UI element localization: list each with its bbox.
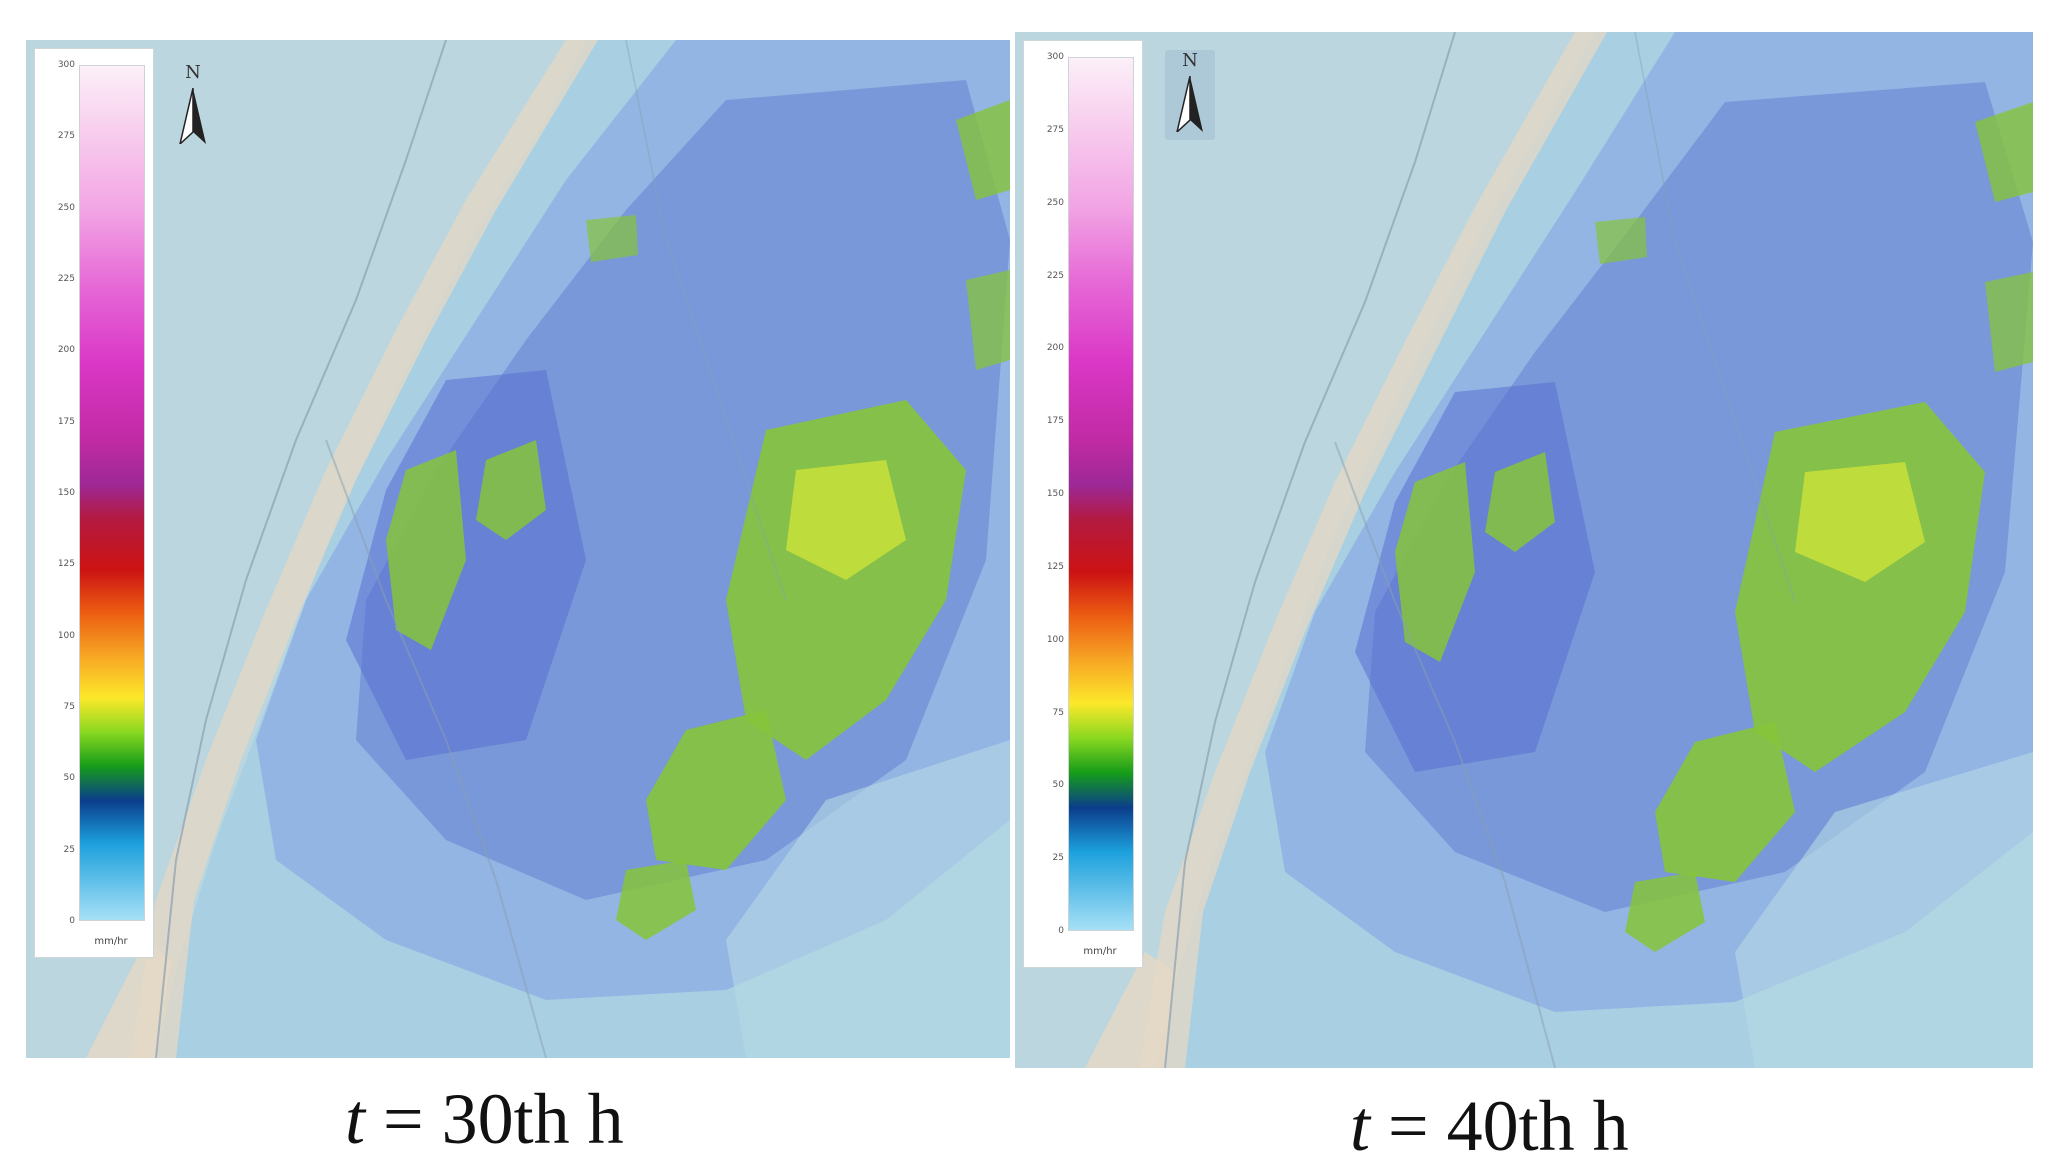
- north-arrow: N: [168, 62, 218, 152]
- legend-tick: 150: [57, 488, 75, 498]
- rainfall-legend: 300 275 250 225 200 175 150 125 100 75 5…: [34, 48, 154, 958]
- north-label: N: [185, 62, 201, 83]
- legend-tick: 300: [57, 60, 75, 70]
- north-arrow-icon: [1176, 76, 1203, 132]
- legend-tick: 25: [63, 844, 75, 855]
- legend-tick: 200: [57, 345, 75, 356]
- legend-tick: 0: [1058, 926, 1064, 936]
- rainfall-legend: 300 275 250 225 200 175 150 125 100 75 5…: [1023, 40, 1143, 968]
- north-arrow: N: [1165, 50, 1215, 140]
- map-panel-t40: 300 275 250 225 200 175 150 125 100 75 5…: [1015, 32, 2033, 1068]
- legend-tick: 75: [63, 702, 75, 712]
- legend-unit: mm/hr: [1083, 946, 1117, 957]
- legend-tick: 25: [1052, 853, 1064, 864]
- legend-tick: 125: [1046, 561, 1064, 572]
- caption-text: = 30th h: [365, 1079, 624, 1159]
- caption-variable: t: [345, 1079, 366, 1159]
- north-label: N: [1182, 50, 1198, 71]
- legend-tick: 0: [69, 916, 75, 926]
- legend-tick: 175: [57, 416, 75, 427]
- legend-tick: 125: [57, 559, 75, 570]
- legend-tick: 75: [1052, 707, 1064, 718]
- caption-t40: t = 40th h: [1350, 1085, 1629, 1168]
- rainfall-map: [1015, 32, 2033, 1068]
- legend-tick: 300: [1046, 52, 1064, 62]
- north-arrow-icon: [179, 88, 206, 144]
- legend-tick: 150: [1046, 489, 1064, 499]
- legend-tick: 225: [57, 274, 75, 284]
- legend-tick: 50: [63, 773, 75, 784]
- legend-tick: 100: [1046, 634, 1064, 645]
- map-panel-t30: 300 275 250 225 200 175 150 125 100 75 5…: [26, 40, 1010, 1058]
- caption-text: = 40th h: [1370, 1086, 1629, 1166]
- legend-tick: 250: [1046, 197, 1064, 208]
- caption-t30: t = 30th h: [345, 1078, 624, 1161]
- legend-tick: 275: [57, 131, 75, 142]
- legend-color-scale: [1068, 57, 1134, 931]
- legend-tick: 175: [1046, 416, 1064, 427]
- legend-tick: 275: [1046, 124, 1064, 135]
- legend-tick: 225: [1046, 270, 1064, 281]
- caption-variable: t: [1350, 1086, 1371, 1166]
- legend-tick: 50: [1052, 780, 1064, 791]
- legend-unit: mm/hr: [94, 936, 128, 947]
- legend-tick: 250: [57, 202, 75, 213]
- rainfall-map: [26, 40, 1010, 1058]
- legend-tick: 200: [1046, 343, 1064, 354]
- legend-color-scale: [79, 65, 145, 921]
- legend-tick: 100: [57, 630, 75, 641]
